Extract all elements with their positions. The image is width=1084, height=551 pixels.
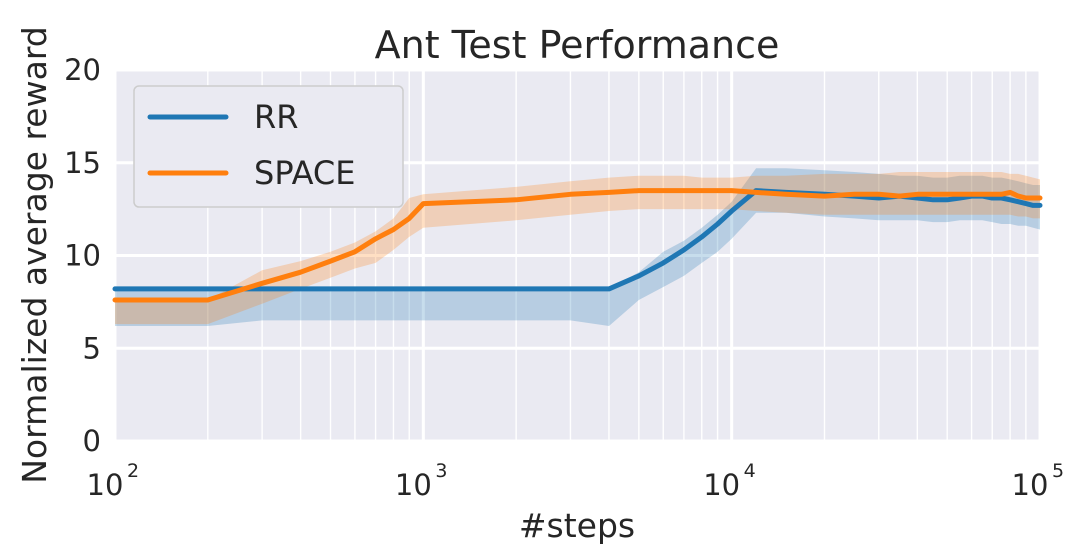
x-tick-label: 10 — [87, 468, 124, 502]
band-rr — [115, 168, 1040, 326]
x-tick-label: 10 — [703, 468, 740, 502]
x-tick-label: 10 — [1012, 468, 1049, 502]
x-tick-exponent: 2 — [127, 460, 139, 482]
band-space — [115, 172, 1040, 325]
x-axis-label: #steps — [519, 506, 635, 545]
y-tick-label: 15 — [64, 146, 101, 180]
y-axis-label: Normalized average reward — [15, 26, 54, 484]
legend-label-space: SPACE — [254, 154, 355, 192]
y-tick-label: 10 — [64, 239, 101, 273]
x-tick-exponent: 3 — [435, 460, 447, 482]
legend-label-rr: RR — [254, 98, 298, 136]
y-tick-label: 5 — [83, 331, 101, 365]
series-line-space — [112, 188, 1043, 303]
series-line-rr — [112, 188, 1043, 292]
y-tick-label: 20 — [64, 53, 101, 87]
x-tick-label: 10 — [395, 468, 432, 502]
y-tick-label: 0 — [83, 424, 101, 458]
chart-title: Ant Test Performance — [375, 23, 780, 67]
x-tick-exponent: 5 — [1052, 460, 1064, 482]
x-tick-exponent: 4 — [744, 460, 756, 482]
